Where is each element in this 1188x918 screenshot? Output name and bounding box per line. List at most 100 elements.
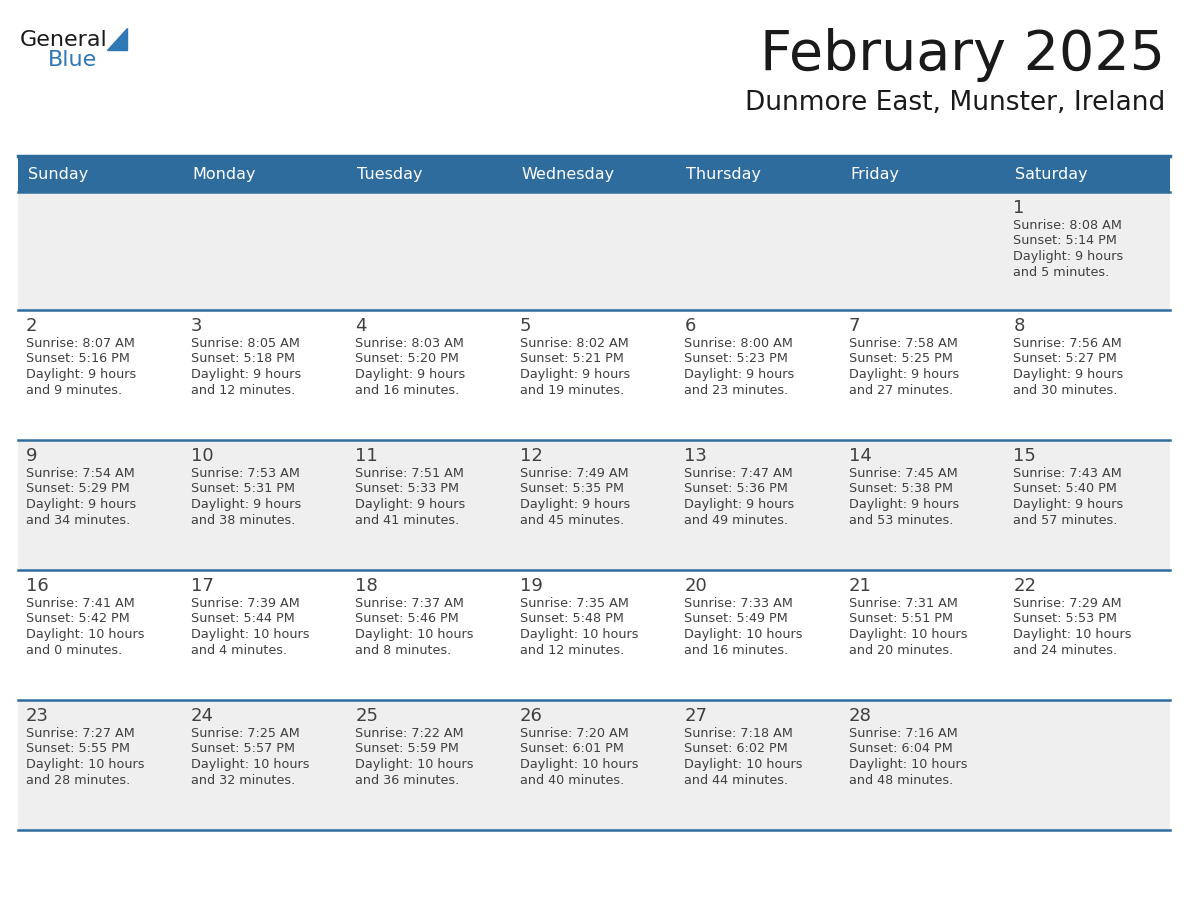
- Text: Tuesday: Tuesday: [358, 167, 423, 183]
- Text: Sunday: Sunday: [29, 167, 88, 183]
- Bar: [18, 440, 183, 570]
- Text: and 36 minutes.: and 36 minutes.: [355, 774, 460, 787]
- Bar: [183, 310, 347, 440]
- Text: Daylight: 9 hours: Daylight: 9 hours: [1013, 250, 1124, 263]
- Text: and 44 minutes.: and 44 minutes.: [684, 774, 789, 787]
- Text: and 12 minutes.: and 12 minutes.: [190, 384, 295, 397]
- Text: 4: 4: [355, 317, 367, 335]
- Text: and 41 minutes.: and 41 minutes.: [355, 513, 460, 527]
- Text: Sunrise: 7:43 AM: Sunrise: 7:43 AM: [1013, 467, 1123, 480]
- Text: 7: 7: [849, 317, 860, 335]
- Text: Saturday: Saturday: [1016, 167, 1088, 183]
- Text: Sunrise: 7:41 AM: Sunrise: 7:41 AM: [26, 597, 134, 610]
- Text: Sunrise: 7:56 AM: Sunrise: 7:56 AM: [1013, 337, 1123, 350]
- Text: Daylight: 10 hours: Daylight: 10 hours: [355, 758, 474, 771]
- Text: Daylight: 9 hours: Daylight: 9 hours: [684, 368, 795, 381]
- Text: Sunset: 6:01 PM: Sunset: 6:01 PM: [519, 743, 624, 756]
- Text: Sunset: 5:14 PM: Sunset: 5:14 PM: [1013, 234, 1117, 248]
- Text: Daylight: 10 hours: Daylight: 10 hours: [190, 758, 309, 771]
- Bar: [1005, 310, 1170, 440]
- Text: and 53 minutes.: and 53 minutes.: [849, 513, 953, 527]
- Text: Sunset: 5:21 PM: Sunset: 5:21 PM: [519, 353, 624, 365]
- Text: 16: 16: [26, 577, 49, 595]
- Text: 19: 19: [519, 577, 543, 595]
- Text: Sunset: 5:44 PM: Sunset: 5:44 PM: [190, 612, 295, 625]
- Text: Sunset: 5:46 PM: Sunset: 5:46 PM: [355, 612, 459, 625]
- Text: Thursday: Thursday: [687, 167, 762, 183]
- Text: Daylight: 9 hours: Daylight: 9 hours: [355, 498, 466, 511]
- Text: Daylight: 9 hours: Daylight: 9 hours: [1013, 498, 1124, 511]
- Text: 2: 2: [26, 317, 38, 335]
- Bar: [676, 570, 841, 700]
- Bar: [1005, 192, 1170, 310]
- Text: Sunset: 5:48 PM: Sunset: 5:48 PM: [519, 612, 624, 625]
- Text: Sunrise: 7:25 AM: Sunrise: 7:25 AM: [190, 727, 299, 740]
- Text: Sunset: 5:38 PM: Sunset: 5:38 PM: [849, 483, 953, 496]
- Bar: [1005, 440, 1170, 570]
- Bar: [18, 700, 183, 830]
- Bar: [512, 700, 676, 830]
- Text: Sunrise: 8:07 AM: Sunrise: 8:07 AM: [26, 337, 135, 350]
- Text: and 16 minutes.: and 16 minutes.: [355, 384, 460, 397]
- Text: Daylight: 9 hours: Daylight: 9 hours: [26, 498, 137, 511]
- Text: February 2025: February 2025: [760, 28, 1165, 82]
- Text: and 4 minutes.: and 4 minutes.: [190, 644, 286, 656]
- Text: Daylight: 9 hours: Daylight: 9 hours: [355, 368, 466, 381]
- Text: Sunset: 5:49 PM: Sunset: 5:49 PM: [684, 612, 788, 625]
- Text: and 27 minutes.: and 27 minutes.: [849, 384, 953, 397]
- Text: 24: 24: [190, 707, 214, 725]
- Text: 28: 28: [849, 707, 872, 725]
- Bar: [183, 440, 347, 570]
- Text: and 20 minutes.: and 20 minutes.: [849, 644, 953, 656]
- Text: Sunrise: 7:54 AM: Sunrise: 7:54 AM: [26, 467, 134, 480]
- Bar: [183, 158, 347, 192]
- Bar: [841, 158, 1005, 192]
- Text: Sunset: 5:57 PM: Sunset: 5:57 PM: [190, 743, 295, 756]
- Text: and 57 minutes.: and 57 minutes.: [1013, 513, 1118, 527]
- Text: 8: 8: [1013, 317, 1025, 335]
- Text: Sunrise: 7:39 AM: Sunrise: 7:39 AM: [190, 597, 299, 610]
- Text: 26: 26: [519, 707, 543, 725]
- Text: Sunrise: 8:03 AM: Sunrise: 8:03 AM: [355, 337, 465, 350]
- Text: Sunset: 5:59 PM: Sunset: 5:59 PM: [355, 743, 459, 756]
- Bar: [347, 158, 512, 192]
- Text: Dunmore East, Munster, Ireland: Dunmore East, Munster, Ireland: [745, 90, 1165, 116]
- Text: and 45 minutes.: and 45 minutes.: [519, 513, 624, 527]
- Text: 18: 18: [355, 577, 378, 595]
- Text: Sunrise: 7:35 AM: Sunrise: 7:35 AM: [519, 597, 628, 610]
- Text: Sunrise: 7:22 AM: Sunrise: 7:22 AM: [355, 727, 463, 740]
- Bar: [841, 440, 1005, 570]
- Text: Sunrise: 7:45 AM: Sunrise: 7:45 AM: [849, 467, 958, 480]
- Text: Sunset: 5:29 PM: Sunset: 5:29 PM: [26, 483, 129, 496]
- Text: Sunset: 5:42 PM: Sunset: 5:42 PM: [26, 612, 129, 625]
- Bar: [512, 570, 676, 700]
- Text: Sunset: 5:31 PM: Sunset: 5:31 PM: [190, 483, 295, 496]
- Text: Sunset: 5:36 PM: Sunset: 5:36 PM: [684, 483, 788, 496]
- Text: Sunset: 5:35 PM: Sunset: 5:35 PM: [519, 483, 624, 496]
- Text: Sunrise: 7:18 AM: Sunrise: 7:18 AM: [684, 727, 794, 740]
- Text: Daylight: 9 hours: Daylight: 9 hours: [849, 368, 959, 381]
- Text: Daylight: 10 hours: Daylight: 10 hours: [190, 628, 309, 641]
- Text: and 48 minutes.: and 48 minutes.: [849, 774, 953, 787]
- Text: and 0 minutes.: and 0 minutes.: [26, 644, 122, 656]
- Text: 20: 20: [684, 577, 707, 595]
- Text: Sunrise: 7:53 AM: Sunrise: 7:53 AM: [190, 467, 299, 480]
- Text: and 34 minutes.: and 34 minutes.: [26, 513, 131, 527]
- Bar: [347, 192, 512, 310]
- Text: and 16 minutes.: and 16 minutes.: [684, 644, 789, 656]
- Text: Sunset: 5:18 PM: Sunset: 5:18 PM: [190, 353, 295, 365]
- Text: Daylight: 10 hours: Daylight: 10 hours: [26, 758, 145, 771]
- Text: Sunset: 5:27 PM: Sunset: 5:27 PM: [1013, 353, 1117, 365]
- Text: Sunrise: 7:58 AM: Sunrise: 7:58 AM: [849, 337, 958, 350]
- Text: Daylight: 10 hours: Daylight: 10 hours: [849, 628, 967, 641]
- Text: 9: 9: [26, 447, 38, 465]
- Text: 14: 14: [849, 447, 872, 465]
- Text: Blue: Blue: [48, 50, 97, 70]
- Bar: [18, 570, 183, 700]
- Bar: [512, 158, 676, 192]
- Text: 25: 25: [355, 707, 378, 725]
- Bar: [841, 310, 1005, 440]
- Text: Daylight: 9 hours: Daylight: 9 hours: [849, 498, 959, 511]
- Text: Sunrise: 7:27 AM: Sunrise: 7:27 AM: [26, 727, 134, 740]
- Text: Sunset: 5:33 PM: Sunset: 5:33 PM: [355, 483, 459, 496]
